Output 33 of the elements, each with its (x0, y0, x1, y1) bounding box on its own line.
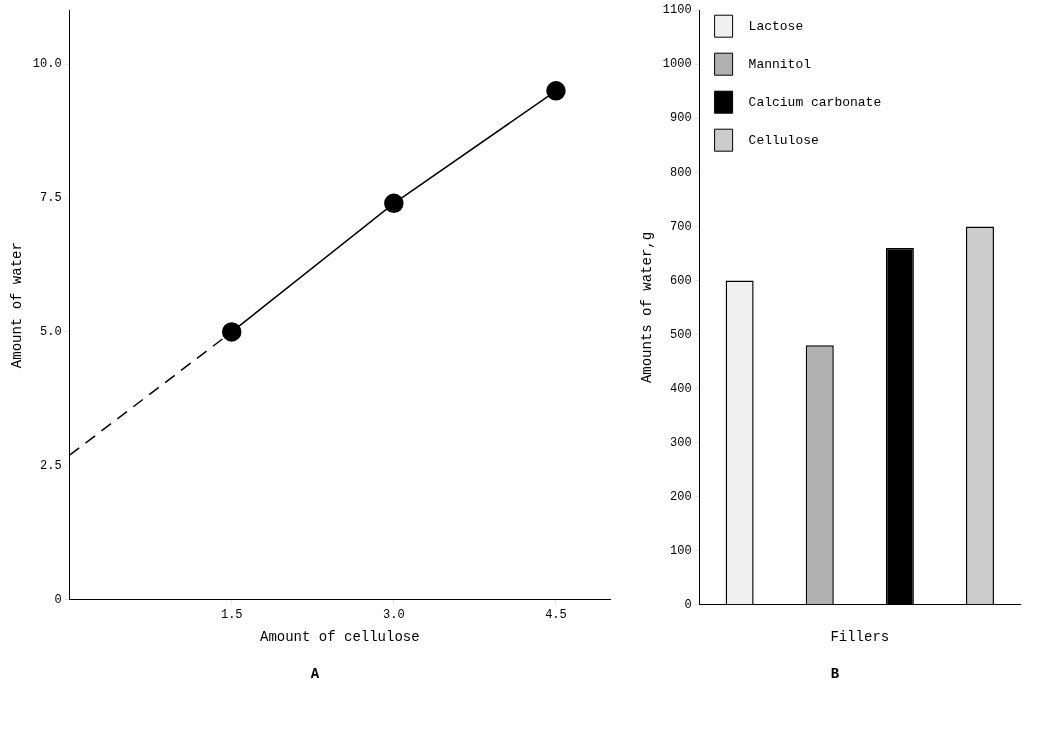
y-tick-label: 300 (670, 435, 692, 450)
y-tick-label: 600 (670, 273, 692, 288)
y-tick-label: 400 (670, 381, 692, 396)
y-tick-label: 1100 (662, 3, 692, 18)
y-tick-label: 700 (670, 219, 692, 234)
x-tick-label: 1.5 (220, 608, 243, 623)
text: A (310, 666, 320, 682)
y-tick-label: 10.0 (32, 57, 62, 72)
y-tick-label: 0 (684, 597, 692, 612)
y-axis-title: Amount of water (9, 242, 26, 369)
x-tick-label: 4.5 (545, 608, 567, 623)
legend-label: Cellulose (748, 132, 819, 148)
y-tick-label: 800 (670, 165, 692, 180)
y-tick-label: 900 (670, 111, 692, 126)
y-axis-title: Amounts of water,g (639, 231, 656, 384)
legend-label: Lactose (748, 18, 804, 34)
y-tick-label: 500 (670, 327, 692, 342)
y-tick-label: 5.0 (40, 325, 62, 340)
point (221, 322, 242, 342)
y-tick-label: 7.5 (40, 191, 62, 206)
x-axis-title: Amount of cellulose (259, 629, 420, 646)
x-tick-label: 3.0 (383, 608, 405, 623)
x-axis-title: Fillers (830, 629, 890, 646)
legend-label: Calcium carbonate (748, 94, 882, 110)
legend-label: Mannitol (748, 56, 812, 72)
text: B (830, 666, 840, 682)
point (546, 81, 566, 101)
y-tick-label: 100 (670, 543, 692, 558)
y-tick-label: 0 (54, 592, 62, 607)
y-tick-label: 200 (670, 489, 692, 504)
y-tick-label: 2.5 (40, 459, 62, 474)
y-tick-label: 1000 (662, 57, 692, 72)
point (384, 193, 404, 214)
